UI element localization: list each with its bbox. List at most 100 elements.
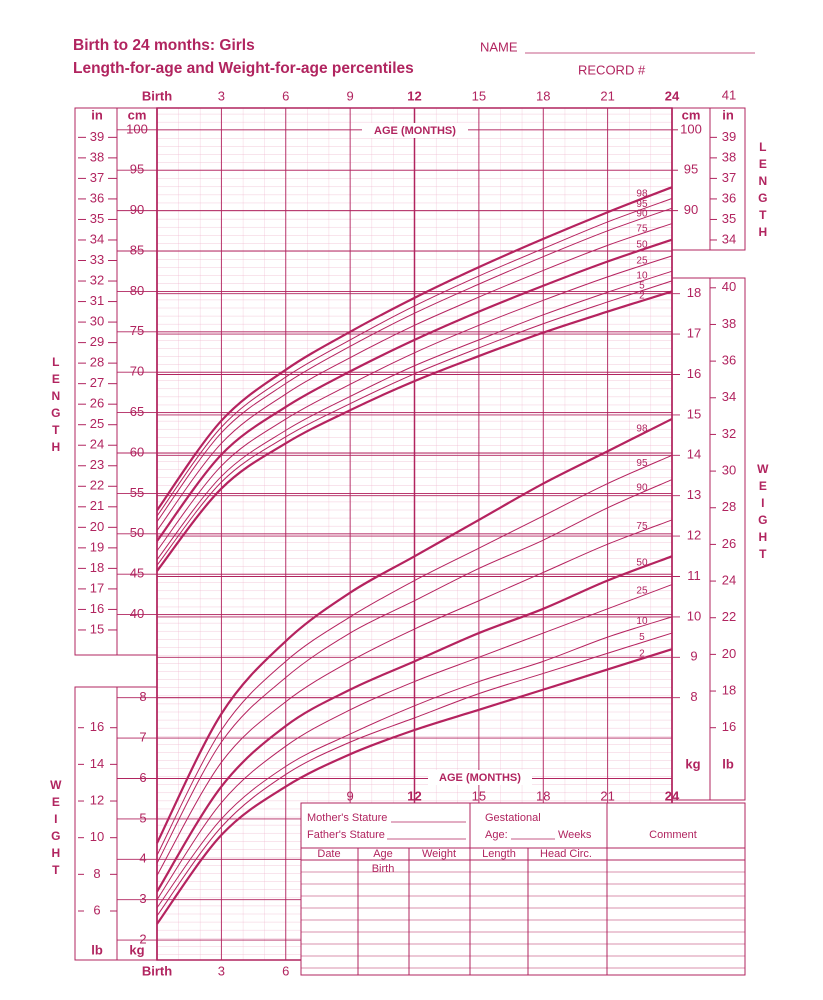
percentile-curve [156,238,673,542]
curve-label: 50 [636,557,648,568]
y-tick-label: 15 [687,406,701,421]
unit-label: kg [129,942,144,957]
y-tick-label: 95 [130,162,144,177]
y-tick-label: 8 [690,689,697,704]
percentile-curve [156,616,673,909]
percentile-curve [156,454,673,856]
y2-tick-label: 39 [722,129,736,144]
unit-label: cm [128,107,147,122]
y-tick-label: 14 [687,447,701,462]
y2-tick-label: 40 [722,279,736,294]
y-tick-label: 90 [684,202,698,217]
y-tick-label: 3 [139,891,146,906]
y-tick-label: 18 [687,285,701,300]
curve-label: 10 [636,616,648,627]
curve-label: 75 [636,521,648,532]
title: Birth to 24 months: Girls [73,37,255,54]
percentile-curve [156,584,673,900]
percentile-curve [156,270,673,560]
y2-tick-label: 24 [90,437,104,452]
column-header: Weight [422,848,456,860]
y-tick-label: 10 [687,608,701,623]
y2-tick-label: 8 [93,866,100,881]
percentile-curve [156,479,673,864]
table-rows [301,871,745,969]
y-tick-label: 8 [139,689,146,704]
curve-label: 25 [636,586,648,597]
table-label: Age: [485,829,508,841]
y2-tick-label: 18 [722,682,736,697]
x-tick-label: Birth [142,88,172,103]
y-tick-label: 2 [139,932,146,947]
side-title: LENGTH [756,140,770,242]
x-axis-label: AGE (MONTHS) [374,125,456,137]
y2-tick-label: 12 [90,792,104,807]
y-tick-label: 4 [139,851,146,866]
y-tick-label: 16 [687,366,701,381]
y2-tick-label: 16 [722,719,736,734]
record-label: RECORD # [578,62,646,77]
y2-tick-label: 14 [90,756,104,771]
x-tick-label: 6 [282,88,289,103]
y-tick-label: 75 [130,323,144,338]
column-header: Age [373,848,393,860]
y-tick-label: 70 [130,364,144,379]
table-label: Mother's Stature [307,812,387,824]
y-tick-label: 5 [139,810,146,825]
y2-tick-label: 15 [90,621,104,636]
curve-label: 5 [639,280,645,291]
x-tick-label: 6 [282,963,289,978]
y2-tick-label: 34 [722,389,736,404]
x-tick-label: 15 [472,788,486,803]
y2-tick-label: 27 [90,375,104,390]
curve-label: 10 [636,271,648,282]
y2-tick-label: 16 [90,601,104,616]
percentile-curve [156,290,673,572]
percentile-curve [156,223,673,531]
y2-tick-label: 26 [90,396,104,411]
y-tick-label: 55 [130,485,144,500]
column-header: Length [482,848,516,860]
y2-tick-label: 34 [90,231,104,246]
y-tick-label: 6 [139,770,146,785]
table-cell: Birth [372,863,395,875]
unit-label: kg [685,756,700,771]
y-tick-label: 85 [130,242,144,257]
y2-tick-label: 17 [90,580,104,595]
x-tick-label: 18 [536,88,550,103]
x-tick-label: 12 [407,88,421,103]
y2-tick-label: 38 [90,149,104,164]
x-axis-label: AGE (MONTHS) [439,772,521,784]
y2-tick-label: 31 [90,293,104,308]
y2-tick-label: 36 [90,190,104,205]
name-label: NAME [480,39,518,54]
curve-label: 95 [636,458,648,469]
y2-tick-label: 39 [90,129,104,144]
unit-label: in [91,107,103,122]
percentile-curve [156,555,673,893]
x-tick-label: 21 [600,88,614,103]
y2-tick-label: 22 [722,609,736,624]
y-tick-label: 13 [687,487,701,502]
y2-tick-label: 21 [90,498,104,513]
y2-tick-label: 6 [93,902,100,917]
curve-label: 95 [636,199,648,210]
subtitle: Length-for-age and Weight-for-age percen… [73,60,414,77]
y-tick-label: 50 [130,525,144,540]
x-tick-label: 12 [407,788,421,803]
side-title: WEIGHT [756,462,770,564]
x-tick-label: Birth [142,963,172,978]
y2-tick-label: 36 [722,353,736,368]
y-tick-label: 12 [687,528,701,543]
x-tick-label: 3 [218,88,225,103]
curve-label: 5 [639,632,645,643]
length-scale-box [74,107,158,656]
label-bg [428,770,532,785]
curve-label: 98 [636,189,648,200]
label-bg [362,123,468,138]
y-tick-label: 95 [684,162,698,177]
x-tick-label: 15 [472,88,486,103]
y-tick-label: 7 [139,730,146,745]
percentile-curve [156,417,673,844]
